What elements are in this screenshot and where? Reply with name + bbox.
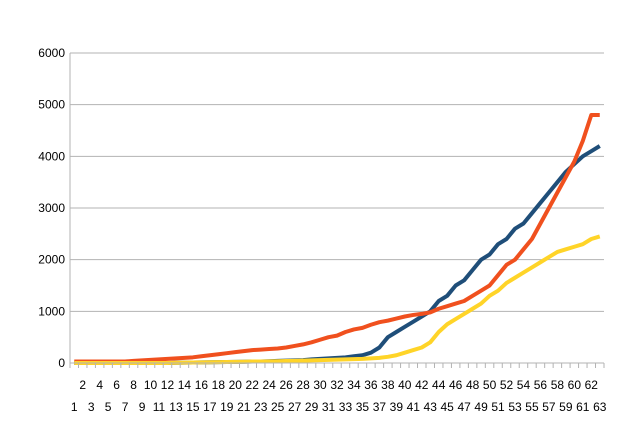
x-tick-label: 15 — [186, 400, 200, 414]
x-tick-label: 10 — [144, 378, 158, 392]
x-tick-label: 33 — [339, 400, 353, 414]
x-tick-label: 27 — [288, 400, 302, 414]
x-tick-label: 50 — [483, 378, 497, 392]
x-tick-label: 62 — [585, 378, 599, 392]
gridlines — [70, 52, 604, 312]
x-tick-label: 9 — [139, 400, 146, 414]
x-tick-label: 38 — [381, 378, 395, 392]
x-tick-label: 18 — [212, 378, 226, 392]
x-tick-label: 55 — [525, 400, 539, 414]
x-tick-label: 31 — [322, 400, 336, 414]
x-tick-label: 35 — [356, 400, 370, 414]
x-tick-label: 61 — [576, 400, 590, 414]
y-tick-label: 1000 — [38, 304, 65, 318]
x-tick-label: 63 — [593, 400, 607, 414]
x-tick-label: 44 — [432, 378, 446, 392]
x-tick-label: 51 — [491, 400, 505, 414]
x-tick-label: 8 — [130, 378, 137, 392]
x-tick-label: 12 — [161, 378, 175, 392]
x-tick-label: 3 — [88, 400, 95, 414]
x-tick-label: 48 — [466, 378, 480, 392]
y-tick-label: 0 — [58, 356, 65, 370]
y-axis-tick-labels: 0 1000 2000 3000 4000 5000 6000 — [38, 46, 65, 370]
x-tick-label: 24 — [263, 378, 277, 392]
x-tick-label: 26 — [279, 378, 293, 392]
x-tick-label: 46 — [449, 378, 463, 392]
x-tick-label: 41 — [407, 400, 421, 414]
x-tick-label: 45 — [441, 400, 455, 414]
x-tick-label: 29 — [305, 400, 319, 414]
x-tick-label: 47 — [457, 400, 471, 414]
x-tick-label: 4 — [96, 378, 103, 392]
x-tick-label: 34 — [347, 378, 361, 392]
x-tick-label: 20 — [229, 378, 243, 392]
x-tick-label: 22 — [246, 378, 260, 392]
x-tick-label: 57 — [542, 400, 556, 414]
x-tick-label: 6 — [113, 378, 120, 392]
x-tick-label: 40 — [398, 378, 412, 392]
series-lines — [74, 113, 601, 365]
x-tick-label: 30 — [313, 378, 327, 392]
y-tick-label: 3000 — [38, 201, 65, 215]
x-tick-label: 2 — [79, 378, 86, 392]
series-line-2 — [74, 113, 600, 364]
y-tick-label: 2000 — [38, 253, 65, 267]
x-tick-label: 25 — [271, 400, 285, 414]
y-tick-label: 6000 — [38, 46, 65, 60]
x-tick-label: 36 — [364, 378, 378, 392]
x-tick-label: 14 — [178, 378, 192, 392]
x-tick-label: 28 — [296, 378, 310, 392]
x-tick-label: 37 — [373, 400, 387, 414]
x-tick-label: 23 — [254, 400, 268, 414]
x-tick-label: 54 — [517, 378, 531, 392]
x-tick-label: 43 — [424, 400, 438, 414]
x-tick-label: 1 — [71, 400, 78, 414]
x-tick-label: 53 — [508, 400, 522, 414]
x-axis-tick-labels: 1234567891011121314151617181920212223242… — [71, 378, 607, 414]
x-tick-label: 60 — [568, 378, 582, 392]
x-tick-label: 32 — [330, 378, 344, 392]
y-tick-label: 5000 — [38, 98, 65, 112]
x-tick-label: 5 — [105, 400, 112, 414]
y-tick-label: 4000 — [38, 149, 65, 163]
x-tick-label: 58 — [551, 378, 565, 392]
x-tick-label: 59 — [559, 400, 573, 414]
x-tick-label: 21 — [237, 400, 251, 414]
x-tick-label: 56 — [534, 378, 548, 392]
x-tick-label: 19 — [220, 400, 234, 414]
x-tick-label: 39 — [390, 400, 404, 414]
x-tick-label: 16 — [195, 378, 209, 392]
x-tick-label: 49 — [474, 400, 488, 414]
x-tick-label: 7 — [122, 400, 129, 414]
x-tick-label: 52 — [500, 378, 514, 392]
x-tick-label: 11 — [153, 400, 166, 414]
x-tick-label: 42 — [415, 378, 429, 392]
x-tick-label: 13 — [169, 400, 183, 414]
axes — [69, 53, 605, 368]
x-tick-label: 17 — [203, 400, 217, 414]
